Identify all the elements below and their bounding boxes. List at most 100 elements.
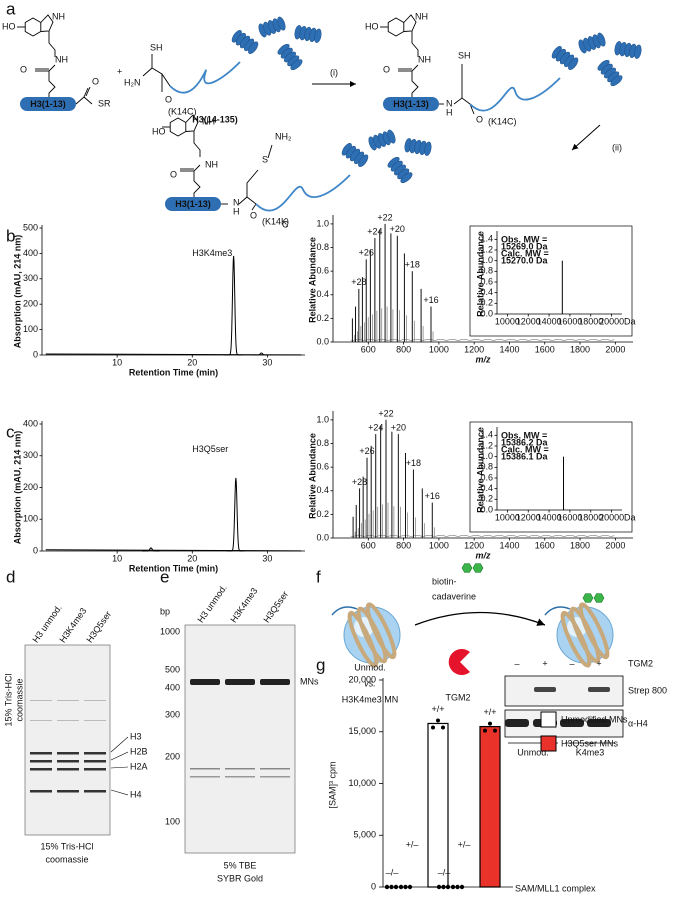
atom: HO [152, 126, 166, 136]
point [459, 884, 465, 890]
y-tick-label: 400 [23, 248, 38, 258]
biotin-icon [582, 593, 594, 603]
bar-point [436, 718, 440, 723]
faint-band [190, 776, 220, 778]
peak [141, 547, 160, 552]
x-tick-label: 2000 [605, 344, 625, 354]
y-tick-label: 200 [23, 482, 38, 492]
bond [246, 169, 259, 197]
mw-note: Obs. MW = [501, 430, 547, 440]
comparison: vs. [364, 678, 376, 688]
dna-wrap [578, 602, 610, 660]
blot-band [587, 719, 611, 727]
y-tick-label: 5,000 [353, 830, 376, 840]
atom: SH [458, 50, 471, 60]
faint-band [225, 776, 255, 778]
x-unit: Da [624, 316, 636, 326]
x-tick-label: 18000 [578, 512, 603, 522]
x-tick-label: 12000 [516, 512, 541, 522]
bond [24, 17, 42, 37]
gel-band [57, 760, 79, 763]
atom: NH [55, 54, 68, 64]
x-tick-label: 1200 [464, 344, 484, 354]
mutation: (K14K [262, 216, 287, 226]
protein-tail [169, 61, 241, 94]
peptide-label: H3(1-13) [175, 199, 211, 209]
x-tick-label: 14000 [537, 316, 562, 326]
faint-band [57, 700, 79, 701]
atom: H₂N [124, 77, 141, 87]
dna-tail [331, 606, 358, 616]
atom: H [233, 206, 240, 216]
charge-label: +26 [359, 248, 374, 258]
charge-label: +18 [406, 458, 421, 468]
helix-turn [358, 154, 369, 168]
plus: + [117, 66, 122, 76]
helix-turn [248, 41, 259, 55]
y-tick-label: 500 [23, 222, 38, 232]
plot-title: H3K4me3 [192, 248, 232, 258]
point [393, 884, 399, 890]
y-tick-label: 10,000 [348, 778, 376, 788]
band-pointer [110, 751, 129, 761]
y-tick-label: 400 [23, 418, 38, 428]
dna-tail [544, 606, 571, 616]
helix-turn [314, 28, 322, 43]
panel-label: c [6, 422, 15, 441]
atom: O [165, 94, 172, 104]
gel-band [84, 760, 106, 763]
charge-label: +20 [391, 422, 406, 432]
x-tick-label: 20 [187, 357, 197, 367]
x-tick-label: 2000 [605, 540, 625, 550]
atom: SR [98, 98, 111, 108]
y-tick-label: 0 [33, 349, 38, 359]
reagent: cadaverine [432, 591, 476, 601]
lane-label: H3Q5ser [84, 609, 113, 644]
atom: HO [2, 21, 16, 31]
atom: NH [52, 11, 65, 21]
band-label: MNs [300, 676, 319, 686]
category-label: –/– [386, 867, 399, 877]
y-tick-label: 1.2 [480, 440, 493, 450]
bond [40, 14, 54, 32]
category-label: +/+ [483, 707, 496, 717]
x-tick-label: 10 [112, 553, 122, 563]
y-tick-label: 15,000 [348, 726, 376, 736]
protein-label: H3(14-135) [192, 114, 238, 124]
step: (ii) [612, 142, 622, 152]
bond [403, 14, 417, 32]
ladder-label: 100 [165, 816, 180, 826]
atom: S [262, 154, 268, 164]
peak [252, 352, 271, 356]
helix-turn [290, 59, 303, 71]
blot-header: + [542, 658, 547, 668]
blot-group: Unmod. [517, 747, 549, 757]
blot-band [560, 719, 584, 727]
bond [48, 64, 56, 97]
baseline [45, 549, 302, 552]
point [403, 884, 408, 890]
peptide-label: H3(1-13) [30, 99, 66, 109]
x-unit: Da [624, 512, 636, 522]
atom: N [446, 98, 453, 108]
faint-band [84, 720, 106, 721]
blot-band [588, 687, 610, 692]
x-tick-label: 1400 [499, 344, 519, 354]
gel [24, 644, 111, 836]
legend-label: H3Q5ser MNs [561, 738, 619, 748]
bond [267, 144, 273, 159]
noise [350, 535, 615, 537]
bond [75, 96, 93, 105]
atom: O [20, 64, 27, 74]
y-tick-label: 0.4 [480, 287, 493, 297]
atom: NH [415, 11, 428, 21]
point [398, 884, 404, 890]
ladder-label: 1000 [160, 626, 180, 636]
y-tick-label: 0.2 [316, 509, 329, 519]
y-tick-label: 100 [23, 514, 38, 524]
legend-label: Unmodified MNs [561, 714, 628, 724]
mw-note: 15270.0 Da [501, 255, 549, 265]
atom: SH [150, 42, 163, 52]
mutation: (K14C) [488, 116, 517, 126]
